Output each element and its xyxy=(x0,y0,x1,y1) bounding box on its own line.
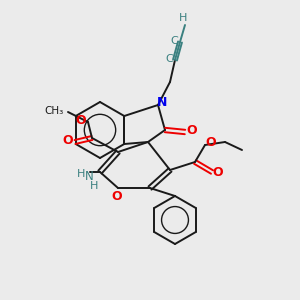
Text: N: N xyxy=(85,169,93,182)
Text: CH₃: CH₃ xyxy=(44,106,64,116)
Text: O: O xyxy=(206,136,216,149)
Text: O: O xyxy=(112,190,122,202)
Text: O: O xyxy=(187,124,197,137)
Text: C: C xyxy=(170,36,178,46)
Text: H: H xyxy=(77,169,85,179)
Text: N: N xyxy=(157,97,167,110)
Text: O: O xyxy=(76,115,86,128)
Text: C: C xyxy=(165,54,173,64)
Text: H: H xyxy=(179,13,187,23)
Text: O: O xyxy=(213,167,223,179)
Text: H: H xyxy=(90,181,98,191)
Text: O: O xyxy=(63,134,73,146)
